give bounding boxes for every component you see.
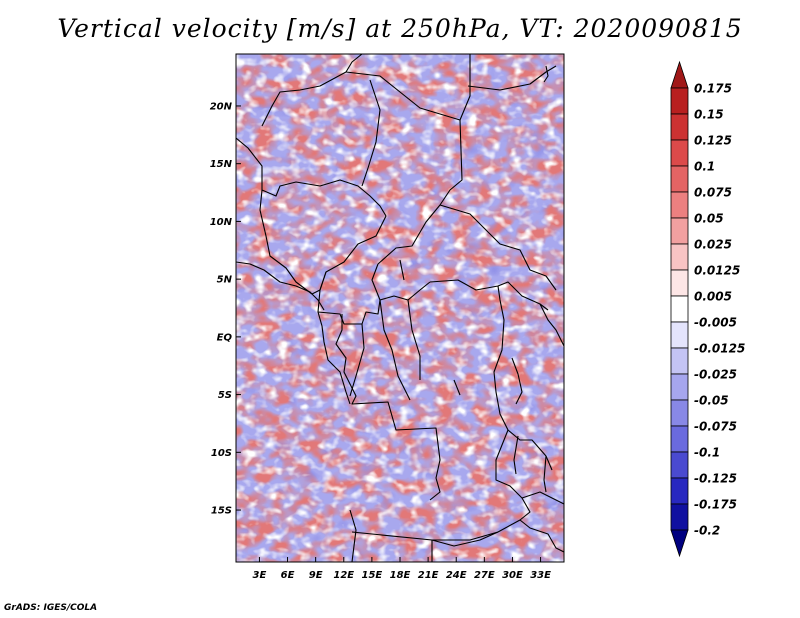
colorbar-label: -0.0125 xyxy=(694,342,745,356)
lon-tick-label: 6E xyxy=(281,570,295,581)
lat-tick-label: 15S xyxy=(211,506,232,517)
colorbar-label: -0.005 xyxy=(694,316,737,330)
lat-tick-label: 20N xyxy=(210,101,233,112)
lon-tick-label: 3E xyxy=(253,570,267,581)
lat-tick-label: 10S xyxy=(211,448,232,459)
colorbar-label: -0.05 xyxy=(694,394,729,408)
lat-tick-label: EQ xyxy=(217,332,233,343)
colorbar-swatch xyxy=(670,295,689,323)
colorbar-label: -0.075 xyxy=(694,420,737,434)
lat-tick-label: 10N xyxy=(210,217,233,228)
lat-tick-label: 5N xyxy=(217,275,233,286)
colorbar-swatch xyxy=(670,529,689,558)
lon-tick-label: 9E xyxy=(309,570,323,581)
colorbar-label: 0.005 xyxy=(694,290,732,304)
colorbar-swatch xyxy=(670,87,689,115)
lon-tick-label: 24E xyxy=(446,570,467,581)
colorbar-swatch xyxy=(670,399,689,427)
colorbar-label: 0.15 xyxy=(694,108,724,122)
colorbar-label: 0.0125 xyxy=(694,264,740,278)
colorbar-swatch xyxy=(670,347,689,375)
country-borders xyxy=(236,54,564,562)
colorbar-swatch xyxy=(670,477,689,505)
grads-credit: GrADS: IGES/COLA xyxy=(4,603,98,613)
lat-tick-label: 5S xyxy=(218,390,232,401)
colorbar-swatch xyxy=(670,269,689,297)
colorbar-label: 0.175 xyxy=(694,82,732,96)
colorbar-swatch xyxy=(670,373,689,401)
colorbar-swatch xyxy=(670,139,689,167)
colorbar-swatch xyxy=(670,165,689,193)
colorbar-label: -0.175 xyxy=(694,498,737,512)
colorbar-label: -0.025 xyxy=(694,368,737,382)
colorbar-swatch xyxy=(670,60,689,89)
colorbar-label: 0.125 xyxy=(694,134,732,148)
lon-tick-label: 15E xyxy=(362,570,383,581)
colorbar-label: -0.125 xyxy=(694,472,737,486)
colorbar-label: 0.075 xyxy=(694,186,732,200)
longitude-axis: 3E 6E 9E 12E 15E 18E 21E 24E 27E 30E 33E xyxy=(253,557,551,581)
colorbar-label: -0.2 xyxy=(694,524,720,538)
lon-tick-label: 21E xyxy=(418,570,439,581)
colorbar-label: 0.05 xyxy=(694,212,724,226)
colorbar-swatch xyxy=(670,113,689,141)
map-title: Vertical velocity [m/s] at 250hPa, VT: 2… xyxy=(57,14,743,43)
lat-tick-label: 15N xyxy=(210,159,233,170)
colorbar-label: 0.1 xyxy=(694,160,715,174)
colorbar-label: 0.025 xyxy=(694,238,732,252)
latitude-axis: 20N 15N 10N 5N EQ 5S 10S 15S xyxy=(210,101,241,517)
colorbar-swatch xyxy=(670,191,689,219)
colorbar-swatch xyxy=(670,503,689,531)
lon-tick-label: 27E xyxy=(474,570,495,581)
lon-tick-label: 33E xyxy=(530,570,551,581)
colorbar-swatch xyxy=(670,321,689,349)
vertical-velocity-field xyxy=(236,54,564,562)
colorbar: 0.175 0.15 0.125 0.1 0.075 0.05 0.025 0.0125 0.0… xyxy=(670,60,745,558)
colorbar-swatch xyxy=(670,451,689,479)
colorbar-swatch xyxy=(670,217,689,245)
lon-tick-label: 18E xyxy=(390,570,411,581)
colorbar-swatch xyxy=(670,425,689,453)
lon-tick-label: 12E xyxy=(333,570,354,581)
colorbar-label: -0.1 xyxy=(694,446,720,460)
colorbar-swatch xyxy=(670,243,689,271)
lon-tick-label: 30E xyxy=(502,570,523,581)
